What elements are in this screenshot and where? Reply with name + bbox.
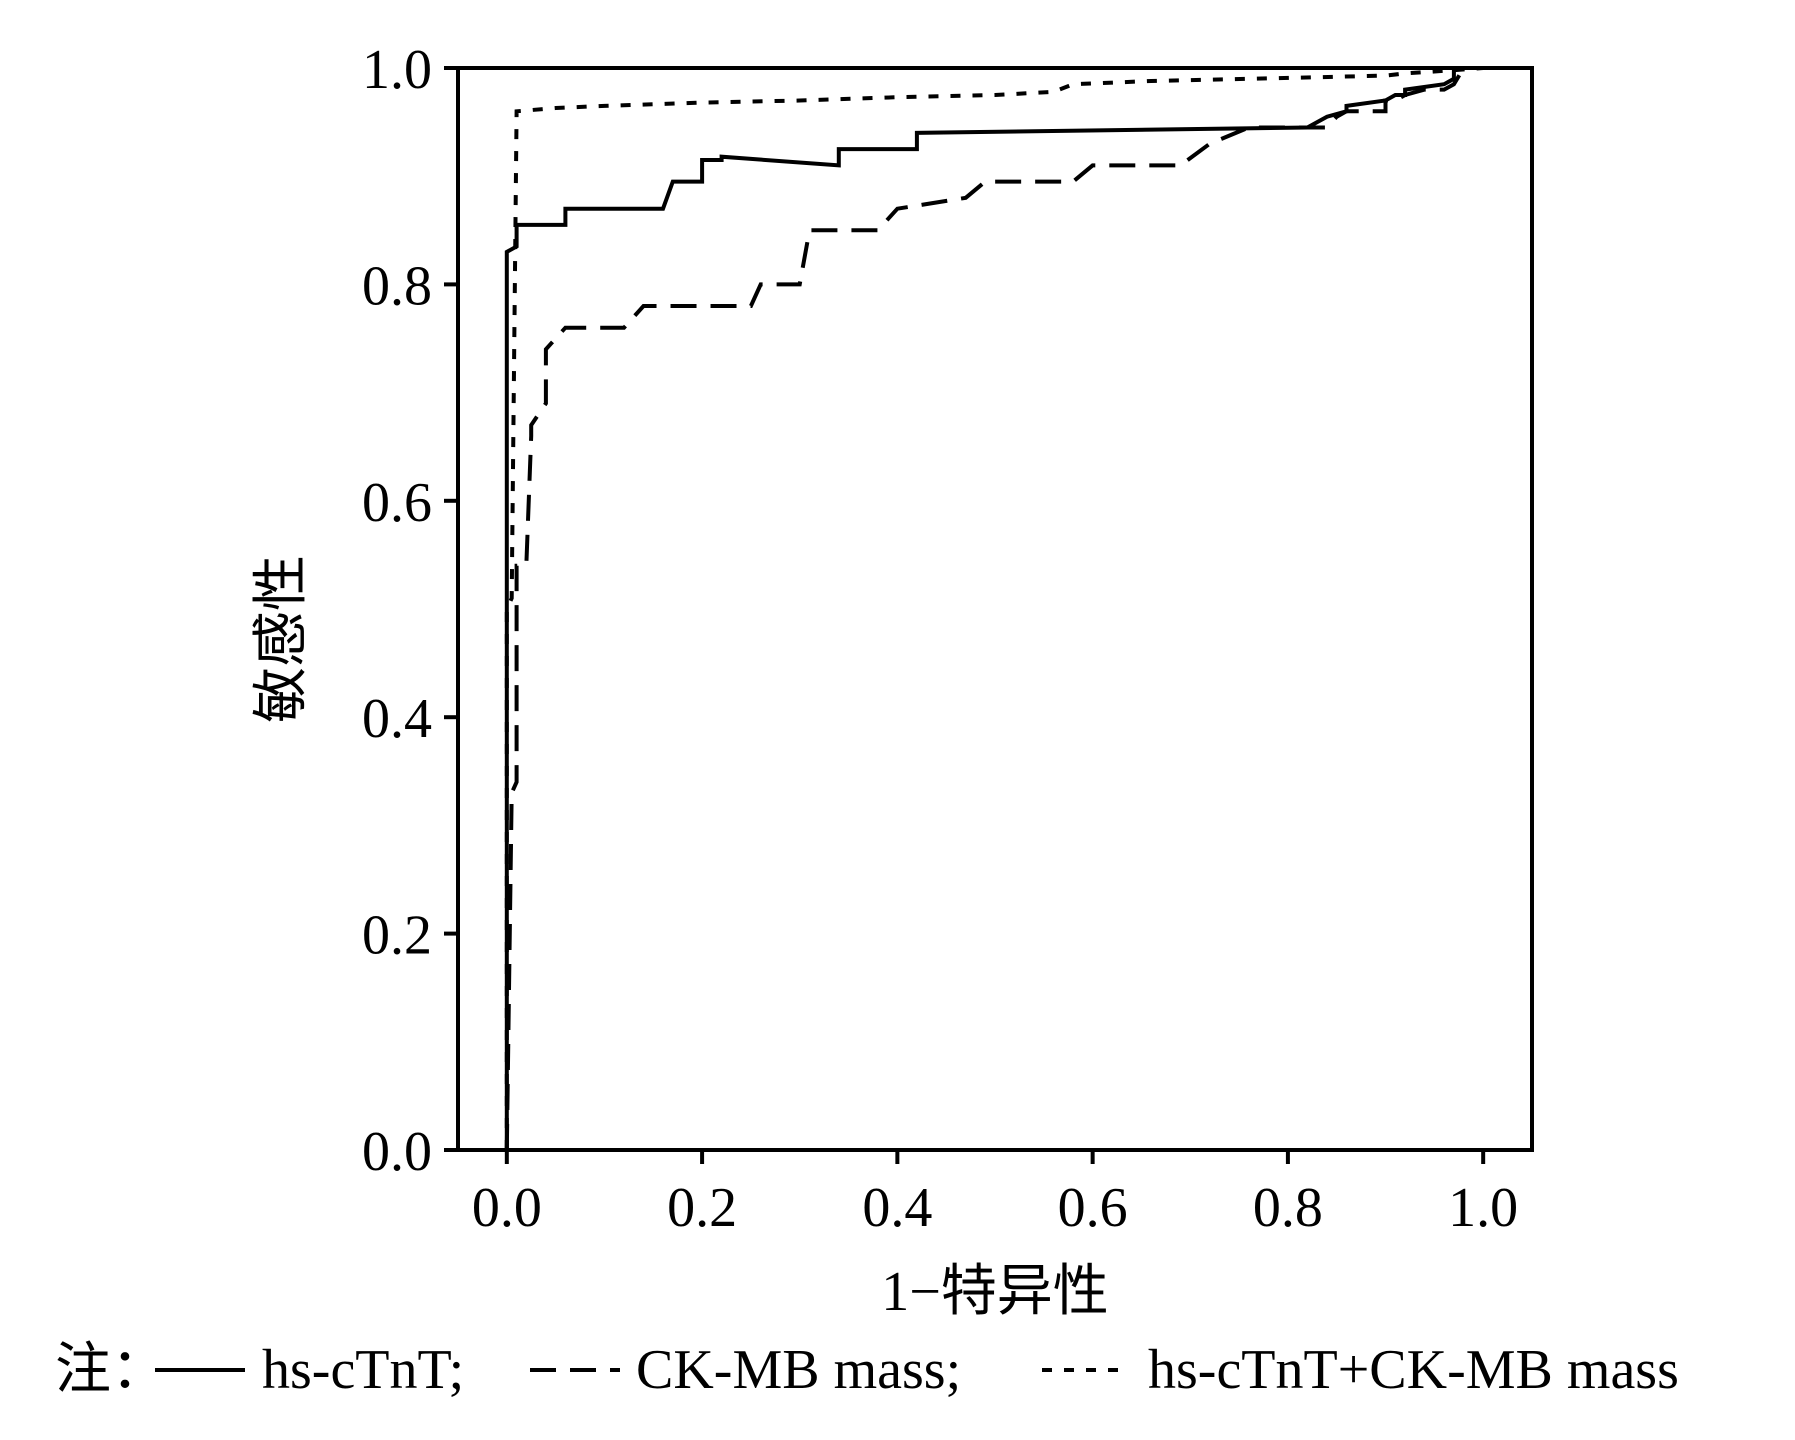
legend-label-1: CK-MB mass; [636,1339,961,1401]
y-axis: 0.0 0.2 0.4 0.6 0.8 1.0 [362,39,458,1183]
series-line-0 [504,66,1484,1150]
legend: 注： hs-cTnT; CK-MB mass; hs-cTnT+CK-MB mass [55,1339,1679,1401]
x-axis-label: 1−特异性 [881,1261,1109,1323]
y-axis-label: 敏感性 [251,555,313,723]
x-tick-label: 0.2 [667,1177,737,1239]
series-line-2 [504,66,1484,1150]
series-line-1 [504,66,1484,1151]
legend-label-0: hs-cTnT; [262,1339,464,1401]
legend-prefix: 注： [55,1339,167,1401]
y-tick-label: 0.8 [362,255,432,317]
x-tick-label: 0.6 [1058,1177,1128,1239]
series-layer [504,66,1484,1151]
plot-area [456,66,1534,1152]
y-tick-label: 1.0 [362,39,432,101]
x-tick-label: 0.8 [1253,1177,1323,1239]
x-tick-label: 0.4 [862,1177,932,1239]
y-tick-label: 0.6 [362,472,432,534]
plot-frame [456,66,1534,1152]
x-axis: 0.0 0.2 0.4 0.6 0.8 1.0 [472,1150,1518,1239]
y-tick-label: 0.0 [362,1121,432,1183]
y-tick-label: 0.2 [362,905,432,967]
x-tick-label: 0.0 [472,1177,542,1239]
legend-label-2: hs-cTnT+CK-MB mass [1148,1339,1679,1401]
y-tick-label: 0.4 [362,688,432,750]
x-tick-label: 1.0 [1448,1177,1518,1239]
